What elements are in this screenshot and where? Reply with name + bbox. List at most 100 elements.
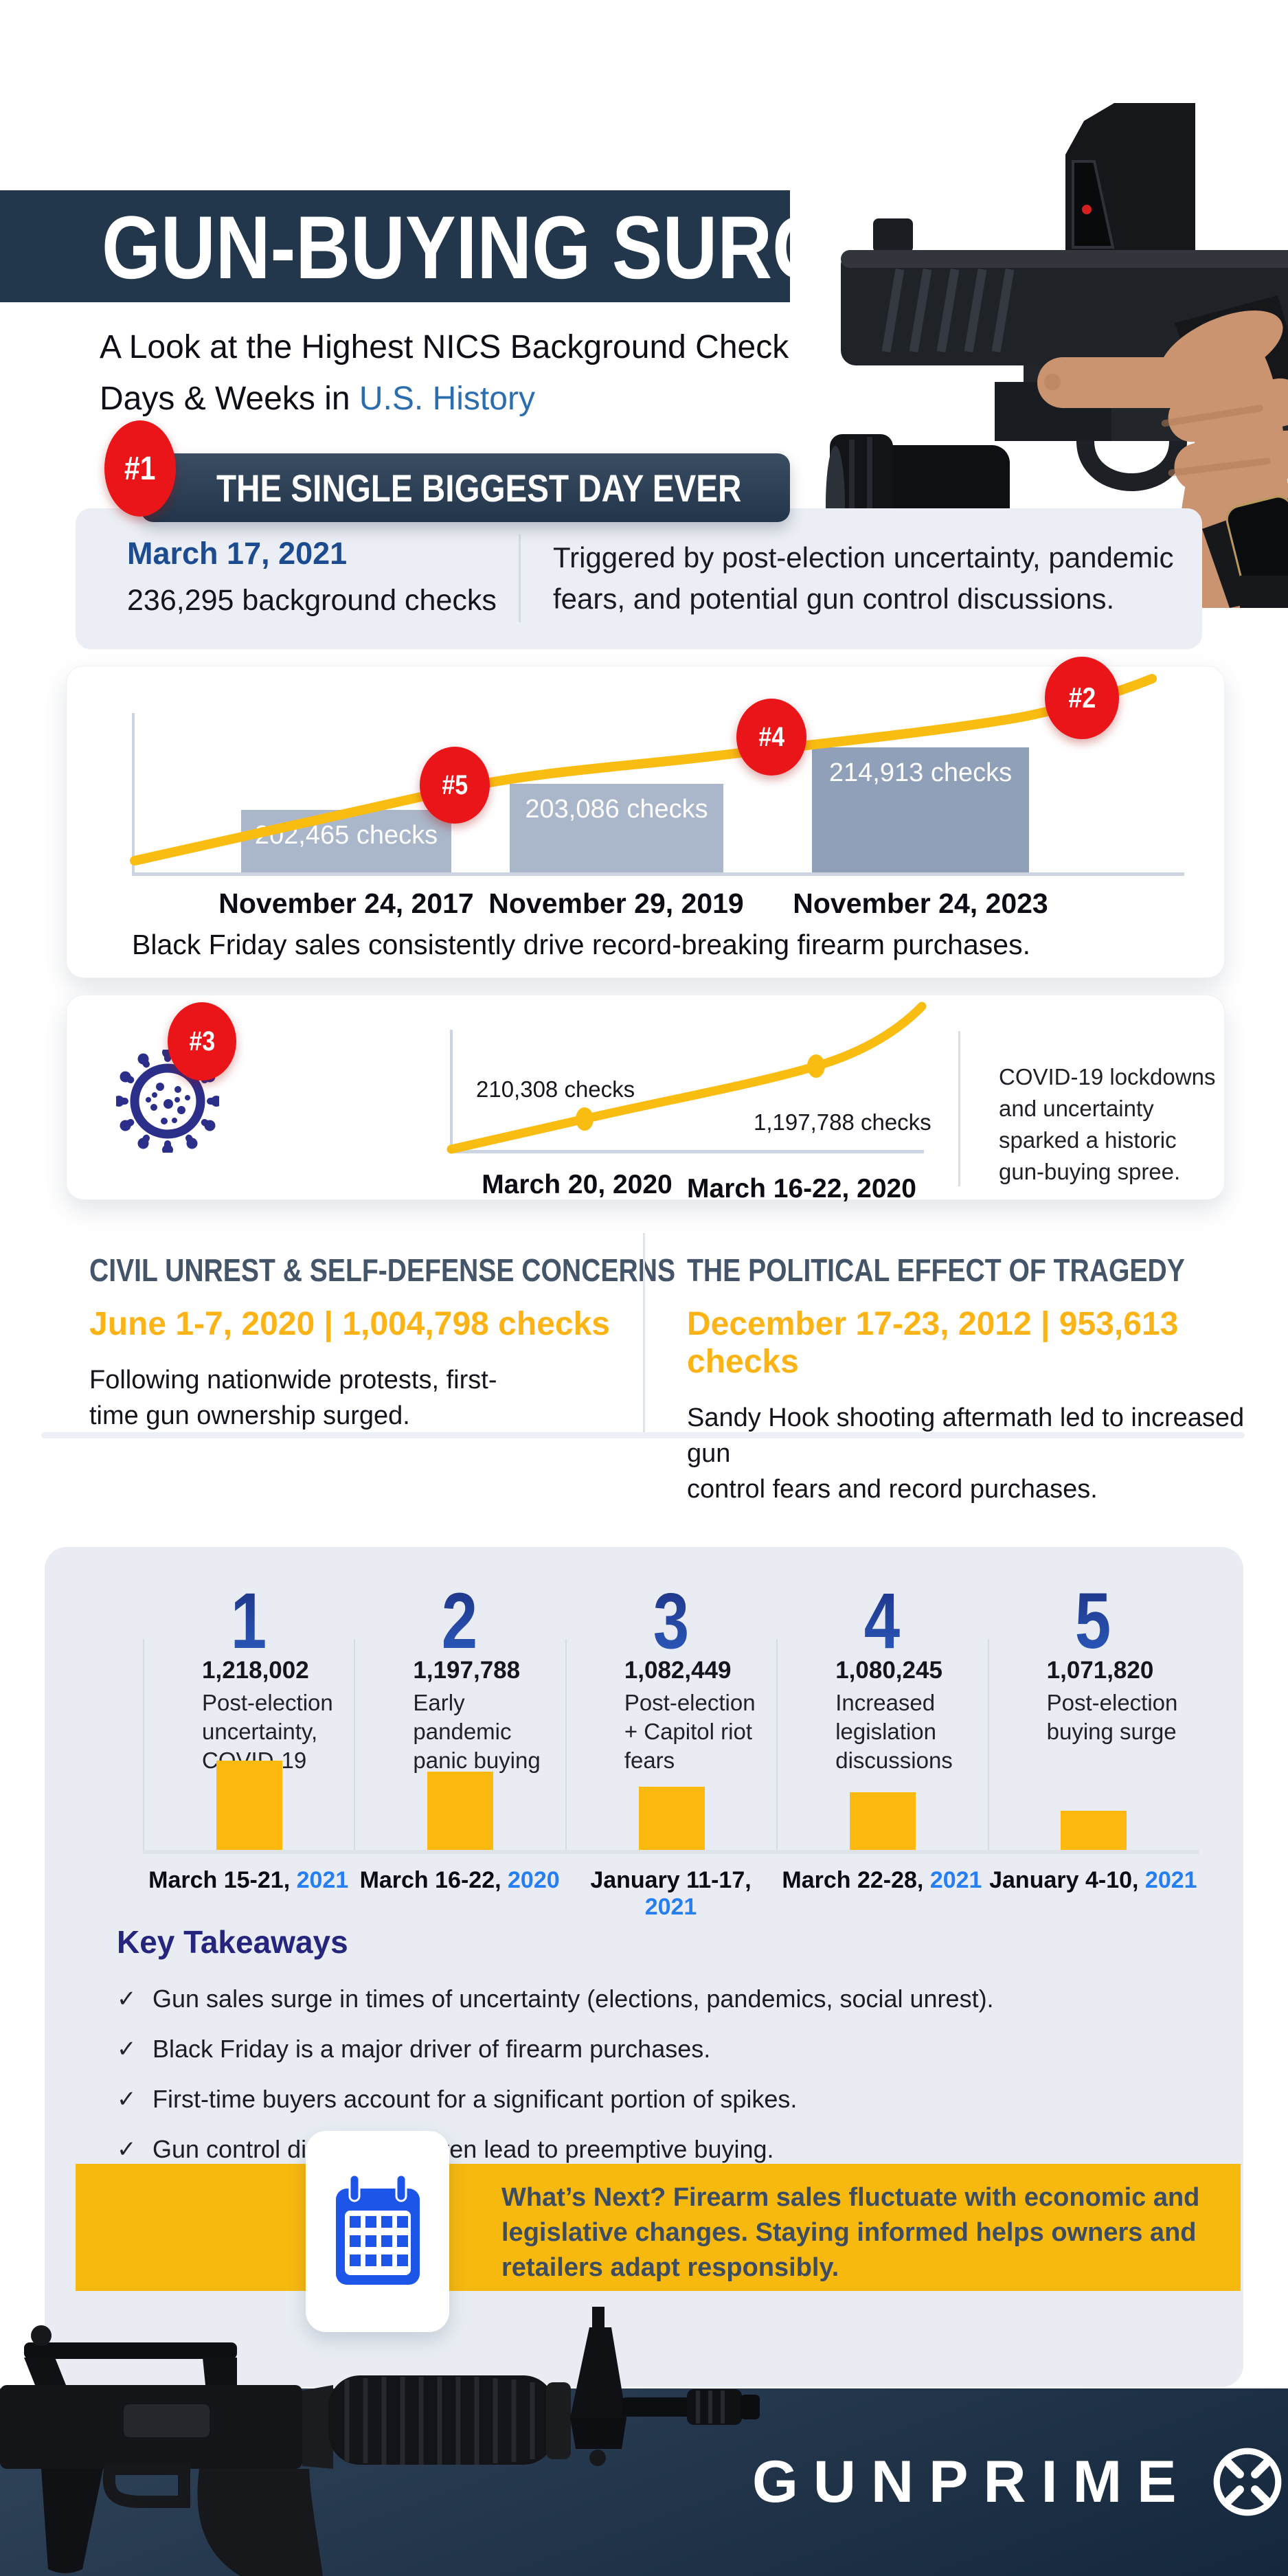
pan-point1-label: 210,308 checks xyxy=(476,1076,635,1102)
pan-point2-label: 1,197,788 checks xyxy=(754,1109,931,1135)
single-day-checks: 236,295 background checks xyxy=(127,584,497,617)
top5-date-4: March 22-28, 2021 xyxy=(782,1867,982,1893)
top5-heading: THE TOP 5 HIGHEST WEEKS FOR NICS BACKGRO… xyxy=(88,1477,1236,1519)
top5-rank-2: 2 xyxy=(354,1566,565,1676)
top5-desc-4: Increased legislation discussions xyxy=(835,1690,953,1773)
pan-divider xyxy=(958,1031,960,1186)
bf-caption: Black Friday sales consistently drive re… xyxy=(132,929,1030,960)
calendar-card xyxy=(306,2131,449,2332)
pan-description: COVID-19 lockdowns and uncertainty spark… xyxy=(999,1064,1216,1184)
top5-value-5: 1,071,820 xyxy=(1046,1657,1154,1684)
single-day-card: March 17, 2021 236,295 background checks… xyxy=(76,508,1202,649)
top5-column-1: 1,218,002 Post-election uncertainty, COV… xyxy=(143,1639,354,1850)
event-civil-body-line1: Following nationwide protests, first- xyxy=(89,1366,497,1394)
top5-date-5: January 4-10, 2021 xyxy=(989,1867,1197,1893)
top5-bar-4 xyxy=(849,1792,916,1850)
top5-date-3: January 11-17, 2021 xyxy=(590,1867,752,1920)
rank-1-badge-label: #1 xyxy=(124,450,156,487)
brand-wordmark: GUNPRIME xyxy=(752,2449,1192,2515)
top5-desc-3: Post-election + Capitol riot fears xyxy=(624,1690,756,1773)
single-day-heading-pill: THE SINGLE BIGGEST DAY EVER xyxy=(141,453,790,522)
check-icon: ✓ xyxy=(117,2086,137,2112)
top5-dates-row: March 15-21, 2021 March 16-22, 2020 Janu… xyxy=(143,1867,1199,1921)
key-takeaways-list: ✓ Gun sales surge in times of uncertainty… xyxy=(117,1985,1161,2163)
events-divider xyxy=(643,1233,645,1437)
check-icon: ✓ xyxy=(117,2136,137,2162)
subtitle: A Look at the Highest NICS Background Ch… xyxy=(100,321,789,425)
top5-column-2: 1,197,788 Early pandemic panic buying xyxy=(354,1639,565,1850)
top5-rank-4: 4 xyxy=(776,1566,987,1676)
top5-column-4: 1,080,245 Increased legislation discussi… xyxy=(776,1639,987,1850)
top5-value-1: 1,218,002 xyxy=(202,1657,309,1684)
top5-bar-1 xyxy=(216,1761,282,1850)
top5-bar-3 xyxy=(638,1787,705,1850)
pan-point1-date: March 20, 2020 xyxy=(482,1170,673,1199)
event-tragedy: THE POLITICAL EFFECT OF TRAGEDY December… xyxy=(687,1252,1288,1507)
event-civil-heading-text: CIVIL UNREST & SELF-DEFENSE CONCERNS xyxy=(89,1252,676,1288)
top5-bar-5 xyxy=(1061,1811,1127,1850)
top5-rank-row: 1 2 3 4 5 xyxy=(143,1566,1199,1676)
single-day-description: Triggered by post-election uncertainty, … xyxy=(553,541,1174,615)
check-icon: ✓ xyxy=(117,1986,137,2012)
top5-desc-5: Post-election buying surge xyxy=(1046,1690,1178,1744)
bf-x-axis xyxy=(132,872,1184,876)
rank-1-badge: #1 xyxy=(104,420,176,517)
page-title-line1-text: AMERICA’S BIGGEST xyxy=(88,104,843,199)
top5-value-4: 1,080,245 xyxy=(835,1657,942,1684)
takeaway-text-1: Gun sales surge in times of uncertainty … xyxy=(152,1985,994,2013)
bf-bar-2023: 214,913 checks xyxy=(812,747,1029,872)
top5-columns: 1,218,002 Post-election uncertainty, COV… xyxy=(143,1639,1199,1850)
whats-next-line2: legislative changes. Staying informed he… xyxy=(501,2218,1197,2247)
bf-trend-line-icon xyxy=(130,674,1157,866)
subtitle-line2-prefix: Days & Weeks in xyxy=(100,381,359,417)
rank-2-badge-label: #2 xyxy=(1068,681,1096,714)
bf-date-2023: November 24, 2023 xyxy=(793,888,1048,919)
bf-bar-2019: 203,086 checks xyxy=(510,784,723,872)
event-tragedy-heading-text: THE POLITICAL EFFECT OF TRAGEDY xyxy=(687,1252,1185,1288)
event-tragedy-stat: December 17-23, 2012 | 953,613 checks xyxy=(687,1306,1179,1380)
whats-next-line1: What’s Next? Firearm sales fluctuate wit… xyxy=(501,2183,1200,2212)
top5-value-3: 1,082,449 xyxy=(624,1657,732,1684)
top5-rank-3: 3 xyxy=(565,1566,776,1676)
subtitle-line2: Days & Weeks in U.S. History xyxy=(100,373,789,425)
pan-point2-date: March 16-22, 2020 xyxy=(687,1174,916,1204)
subtitle-highlight: U.S. History xyxy=(359,381,535,417)
top5-column-3: 1,082,449 Post-election + Capitol riot f… xyxy=(565,1639,776,1850)
top5-rank-5: 5 xyxy=(988,1566,1199,1676)
whats-next-line3: retailers adapt responsibly. xyxy=(501,2253,839,2282)
pan-y-axis xyxy=(450,1030,453,1153)
single-day-divider xyxy=(519,534,521,622)
top5-rank-1: 1 xyxy=(143,1566,354,1676)
event-tragedy-heading: THE POLITICAL EFFECT OF TRAGEDY xyxy=(687,1252,1288,1289)
rank-4-badge-label: #4 xyxy=(758,721,784,752)
bf-bar-2019-label: 203,086 checks xyxy=(525,795,708,824)
brand-logo: GUNPRIME xyxy=(752,2443,1286,2520)
pistol-illustration-icon xyxy=(826,103,1288,617)
pandemic-card: #3 PANDEMIC PANIC BUYING 210,308 checks … xyxy=(66,995,1225,1204)
top5-desc-2: Early pandemic panic buying xyxy=(413,1690,541,1773)
key-takeaways-heading: Key Takeaways xyxy=(117,1924,348,1960)
takeaway-item: ✓ Black Friday is a major driver of firea… xyxy=(117,2035,1161,2063)
event-tragedy-body-line1: Sandy Hook shooting aftermath led to inc… xyxy=(687,1403,1245,1468)
pistol-photo xyxy=(790,0,1288,617)
bf-date-2017: November 24, 2017 xyxy=(218,888,474,919)
subtitle-line1: A Look at the Highest NICS Background Ch… xyxy=(100,329,789,365)
rank-3-badge-label: #3 xyxy=(189,1026,215,1057)
top5-date-1: March 15-21, 2021 xyxy=(148,1867,349,1893)
whats-next-text: What’s Next? Firearm sales fluctuate wit… xyxy=(501,2180,1199,2285)
black-friday-chart-card: 202,465 checks 203,086 checks 214,913 ch… xyxy=(66,657,1225,978)
rank-5-badge-label: #5 xyxy=(442,769,468,800)
top5-date-2: March 16-22, 2020 xyxy=(359,1867,560,1893)
bf-y-axis xyxy=(132,713,135,876)
section-divider-strip xyxy=(41,1432,1245,1438)
top5-value-2: 1,197,788 xyxy=(413,1657,521,1684)
event-civil-body-line2: time gun ownership surged. xyxy=(89,1401,410,1430)
key-takeaways: Key Takeaways ✓ Gun sales surge in times … xyxy=(117,1923,1161,2186)
event-tragedy-body-line2: control fears and record purchases. xyxy=(687,1471,1288,1507)
bf-date-2019: November 29, 2019 xyxy=(488,888,744,919)
event-civil-stat: June 1-7, 2020 | 1,004,798 checks xyxy=(89,1306,610,1342)
single-day-heading: THE SINGLE BIGGEST DAY EVER xyxy=(216,466,742,510)
single-day-date: March 17, 2021 xyxy=(127,536,348,571)
whats-next-banner: What’s Next? Firearm sales fluctuate wit… xyxy=(76,2164,1241,2291)
